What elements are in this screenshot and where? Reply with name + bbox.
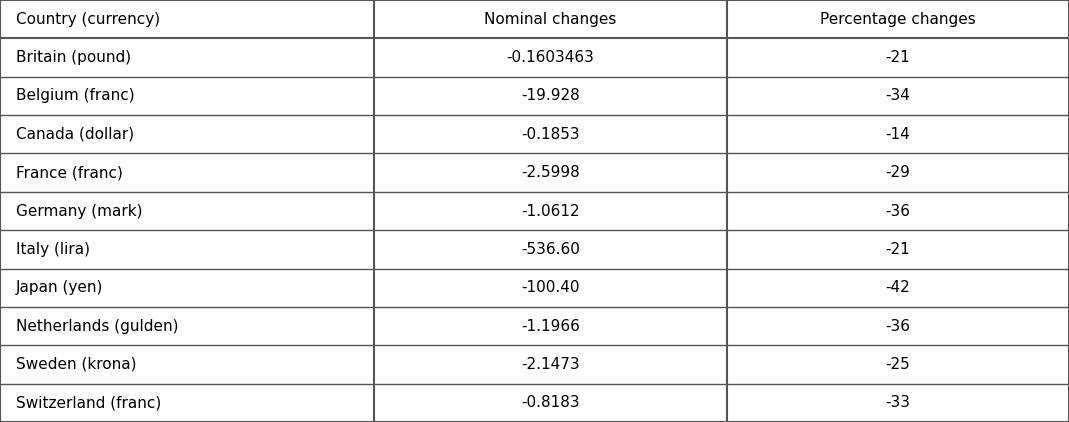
Text: -2.1473: -2.1473 bbox=[522, 357, 579, 372]
Text: -1.1966: -1.1966 bbox=[521, 319, 580, 333]
Bar bbox=[727, 77, 1069, 115]
Bar bbox=[374, 307, 727, 345]
Bar bbox=[374, 268, 727, 307]
Text: -14: -14 bbox=[885, 127, 911, 142]
Text: -42: -42 bbox=[885, 280, 911, 295]
Bar bbox=[727, 384, 1069, 422]
Bar bbox=[0, 38, 374, 77]
Bar bbox=[0, 230, 374, 268]
Text: -25: -25 bbox=[885, 357, 911, 372]
Text: France (franc): France (franc) bbox=[16, 165, 123, 180]
Bar bbox=[727, 307, 1069, 345]
Text: -1.0612: -1.0612 bbox=[522, 203, 579, 219]
Text: -21: -21 bbox=[885, 242, 911, 257]
Text: Sweden (krona): Sweden (krona) bbox=[16, 357, 137, 372]
Text: -100.40: -100.40 bbox=[522, 280, 579, 295]
Text: Percentage changes: Percentage changes bbox=[820, 12, 976, 27]
Bar bbox=[0, 345, 374, 384]
Bar bbox=[727, 192, 1069, 230]
Bar bbox=[727, 115, 1069, 154]
Bar bbox=[727, 345, 1069, 384]
Bar bbox=[0, 154, 374, 192]
Text: Switzerland (franc): Switzerland (franc) bbox=[16, 395, 161, 410]
Text: -2.5998: -2.5998 bbox=[522, 165, 579, 180]
Text: Country (currency): Country (currency) bbox=[16, 12, 160, 27]
Text: -21: -21 bbox=[885, 50, 911, 65]
Text: Germany (mark): Germany (mark) bbox=[16, 203, 142, 219]
Bar bbox=[374, 192, 727, 230]
Bar bbox=[0, 307, 374, 345]
Text: -0.1853: -0.1853 bbox=[522, 127, 579, 142]
Text: -36: -36 bbox=[885, 203, 911, 219]
Bar bbox=[727, 230, 1069, 268]
Bar bbox=[374, 115, 727, 154]
Bar bbox=[727, 38, 1069, 77]
Bar bbox=[374, 0, 727, 38]
Bar bbox=[374, 154, 727, 192]
Text: Canada (dollar): Canada (dollar) bbox=[16, 127, 135, 142]
Text: -0.1603463: -0.1603463 bbox=[507, 50, 594, 65]
Text: -33: -33 bbox=[885, 395, 911, 410]
Bar bbox=[0, 192, 374, 230]
Text: Nominal changes: Nominal changes bbox=[484, 12, 617, 27]
Text: -36: -36 bbox=[885, 319, 911, 333]
Bar bbox=[0, 384, 374, 422]
Bar bbox=[0, 77, 374, 115]
Bar bbox=[374, 384, 727, 422]
Text: Japan (yen): Japan (yen) bbox=[16, 280, 104, 295]
Text: -29: -29 bbox=[885, 165, 911, 180]
Text: -19.928: -19.928 bbox=[522, 89, 579, 103]
Bar bbox=[727, 154, 1069, 192]
Bar bbox=[374, 38, 727, 77]
Bar bbox=[374, 230, 727, 268]
Bar bbox=[0, 115, 374, 154]
Text: -536.60: -536.60 bbox=[521, 242, 580, 257]
Bar bbox=[727, 268, 1069, 307]
Text: Belgium (franc): Belgium (franc) bbox=[16, 89, 135, 103]
Bar bbox=[374, 345, 727, 384]
Text: -0.8183: -0.8183 bbox=[522, 395, 579, 410]
Text: -34: -34 bbox=[885, 89, 911, 103]
Text: Netherlands (gulden): Netherlands (gulden) bbox=[16, 319, 179, 333]
Bar bbox=[0, 0, 374, 38]
Text: Italy (lira): Italy (lira) bbox=[16, 242, 90, 257]
Bar bbox=[374, 77, 727, 115]
Bar bbox=[0, 268, 374, 307]
Text: Britain (pound): Britain (pound) bbox=[16, 50, 131, 65]
Bar bbox=[727, 0, 1069, 38]
